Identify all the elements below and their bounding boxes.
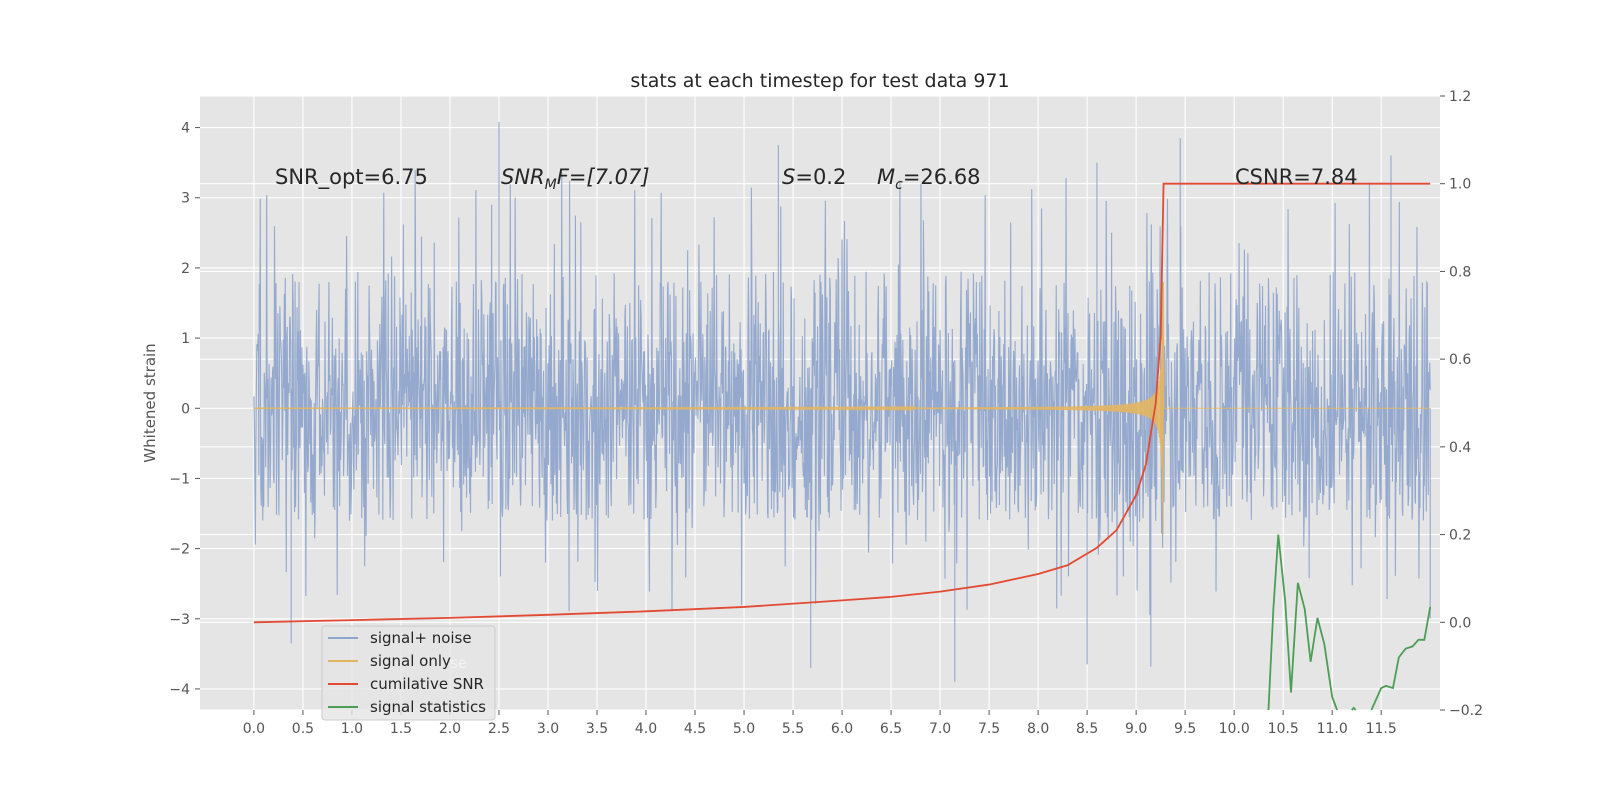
x-tick-label-1: 0.5 (292, 721, 314, 737)
y2-tick-label-6: 0.0 (1449, 615, 1471, 631)
annotation-snr-opt: SNR_opt=6.75 (275, 165, 428, 190)
x-tick-label-20: 10.0 (1219, 721, 1250, 737)
annotation-s-letter: S (782, 165, 795, 189)
x-tick-label-6: 3.0 (537, 721, 559, 737)
chart-title: stats at each timestep for test data 971 (630, 70, 1009, 92)
y-tick-label-0: 4 (181, 121, 190, 137)
annotation-s: S=0.2 (782, 165, 846, 189)
series-signal-only (253, 281, 1431, 535)
y-tick-label-6: −2 (169, 542, 190, 558)
x-tick-label-2: 1.0 (341, 721, 363, 737)
legend-label-cumulative-snr: cumilative SNR (370, 675, 484, 693)
y2-tick-label-7: −0.2 (1449, 703, 1483, 719)
x-tick-label-10: 5.0 (733, 721, 755, 737)
signal-only-line (253, 281, 1431, 535)
y-tick-label-7: −3 (169, 612, 190, 628)
annotation-snr-mf-sub: M (545, 177, 557, 193)
series-cumulative-snr (253, 182, 1431, 624)
y2-tick-label-2: 0.8 (1449, 264, 1471, 280)
y2-tick-label-5: 0.2 (1449, 528, 1471, 544)
y-axis-label: Whitened strain (141, 343, 159, 462)
series-signal-statistics (1267, 534, 1432, 711)
legend-label-signal-only: signal only (370, 652, 451, 670)
x-tick-label-11: 5.5 (782, 721, 804, 737)
axis-ticks: 0.0 0.5 1.0 1.5 2.0 2.5 3.0 3.5 4.0 4.5 5.0 5.5 6.0 6… (169, 89, 1483, 737)
x-tick-label-14: 7.0 (929, 721, 951, 737)
y-tick-label-8: −4 (169, 682, 190, 698)
x-tick-label-4: 2.0 (439, 721, 461, 737)
y-tick-label-2: 2 (181, 261, 190, 277)
y2-tick-label-4: 0.4 (1449, 440, 1471, 456)
x-tick-label-9: 4.5 (684, 721, 706, 737)
x-tick-label-5: 2.5 (488, 721, 510, 737)
y-tick-label-3: 1 (181, 331, 190, 347)
x-tick-label-7: 3.5 (586, 721, 608, 737)
x-tick-label-8: 4.0 (635, 721, 657, 737)
x-tick-label-19: 9.5 (1174, 721, 1196, 737)
x-tick-label-21: 10.5 (1268, 721, 1299, 737)
cumulative-snr-line (253, 182, 1431, 624)
annotation-csnr: CSNR=7.84 (1235, 165, 1358, 189)
annotation-mc-sub: c (895, 177, 903, 193)
annotation-mc-letter: M (877, 165, 895, 189)
y2-tick-label-3: 0.6 (1449, 352, 1471, 368)
annotation-snr-mf-base: SNR (501, 165, 545, 189)
x-tick-label-18: 9.0 (1125, 721, 1147, 737)
annotation-snr-mf-rest: F=[7.07] (557, 165, 650, 189)
x-tick-label-17: 8.5 (1076, 721, 1098, 737)
x-tick-label-22: 11.0 (1317, 721, 1348, 737)
x-tick-label-0: 0.0 (243, 721, 265, 737)
x-tick-label-16: 8.0 (1027, 721, 1049, 737)
y-tick-label-1: 3 (181, 191, 190, 207)
annotation-snr-mf: SNRMF=[7.07] (501, 165, 650, 193)
annotation-mc: Mc=26.68 (877, 165, 981, 193)
x-tick-label-13: 6.5 (880, 721, 902, 737)
y-tick-label-5: −1 (169, 471, 190, 487)
signal-statistics-line-0 (1267, 534, 1338, 711)
y2-tick-label-1: 1.0 (1449, 177, 1471, 193)
signal-statistics-line-1 (1351, 706, 1357, 711)
series-signal-plus-noise (253, 121, 1431, 682)
signal-statistics-line-2 (1370, 606, 1432, 711)
y2-tick-label-0: 1.2 (1449, 89, 1471, 105)
x-tick-label-23: 11.5 (1366, 721, 1397, 737)
annotation-mc-value: =26.68 (903, 165, 981, 189)
y-tick-label-4: 0 (181, 401, 190, 417)
signal-plus-noise-line (253, 121, 1431, 682)
legend-ghost-text: se (450, 654, 467, 672)
x-tick-label-3: 1.5 (390, 721, 412, 737)
annotation-s-value: =0.2 (795, 165, 846, 189)
x-tick-label-12: 6.0 (831, 721, 853, 737)
legend-label-signal-statistics: signal statistics (370, 698, 486, 716)
x-tick-label-15: 7.5 (978, 721, 1000, 737)
legend: se signal+ noise signal only cumilative … (321, 625, 496, 721)
legend-box (321, 625, 496, 721)
legend-label-signal-plus-noise: signal+ noise (370, 629, 472, 647)
